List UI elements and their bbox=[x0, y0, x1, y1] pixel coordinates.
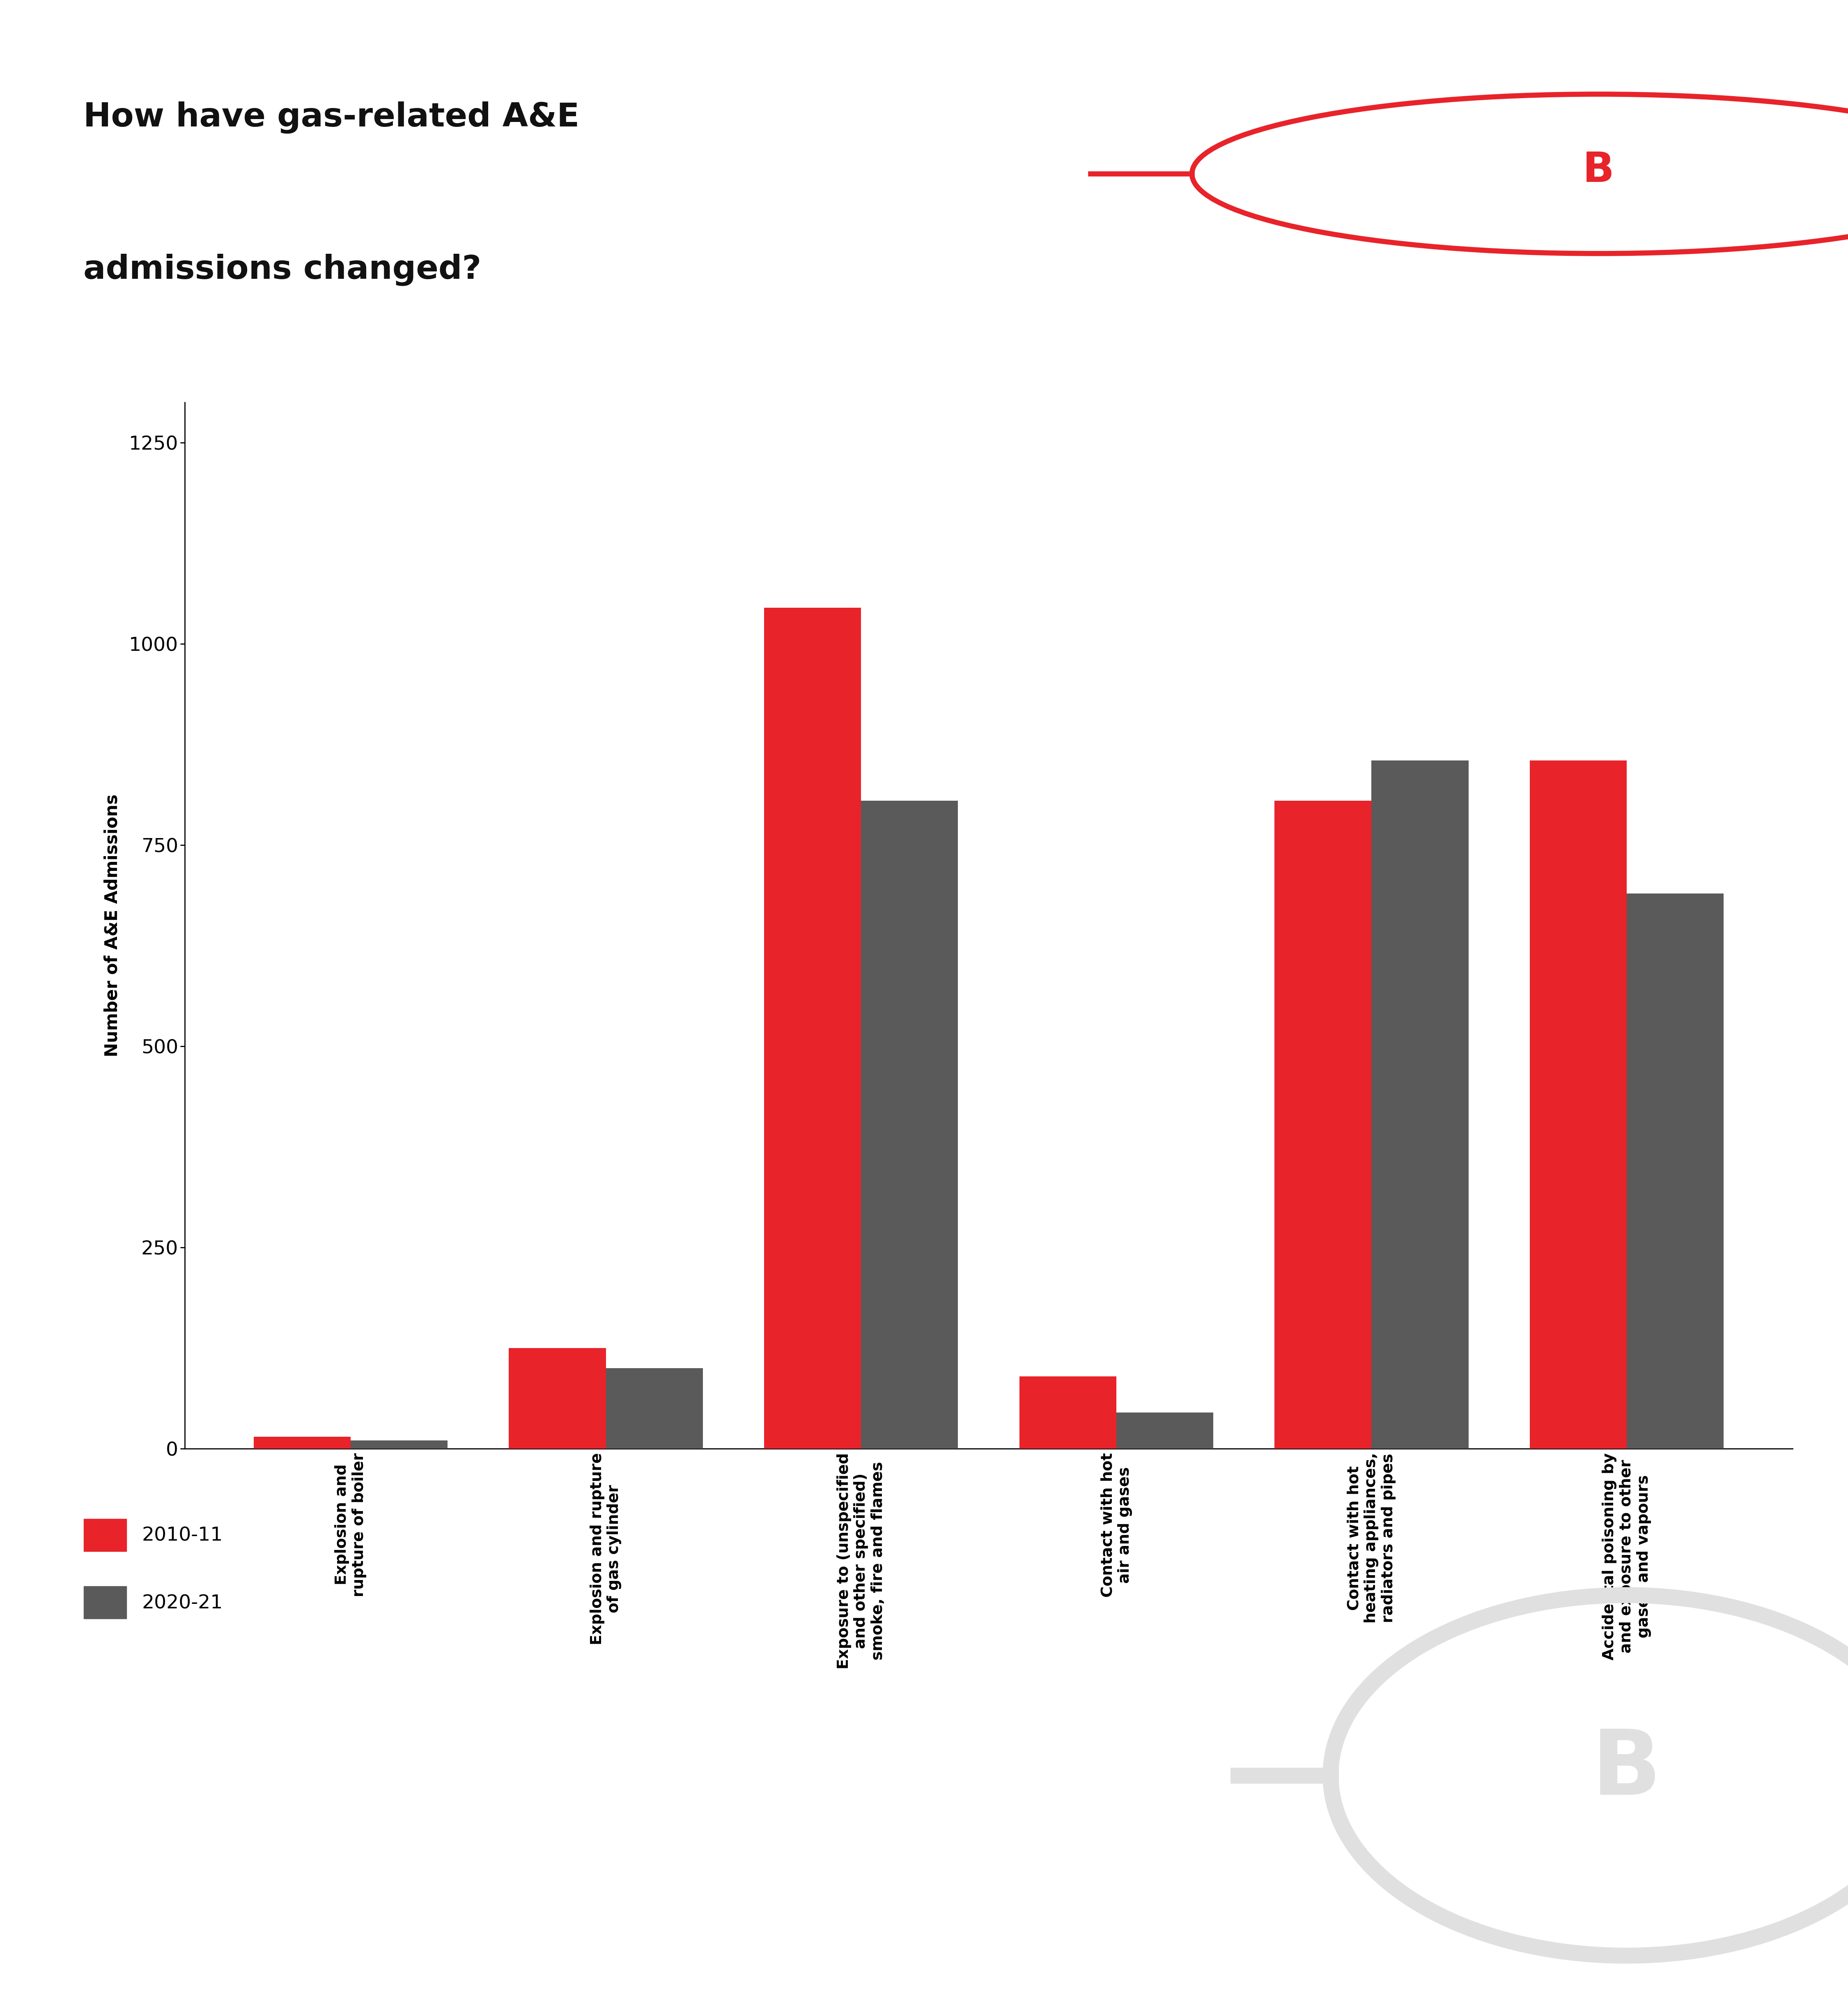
Bar bbox=[1275, 801, 1371, 1449]
Bar bbox=[1371, 761, 1469, 1449]
Bar bbox=[1020, 1376, 1116, 1449]
Bar bbox=[253, 1437, 351, 1449]
Bar bbox=[1530, 761, 1626, 1449]
Bar bbox=[606, 1368, 702, 1449]
Text: B: B bbox=[1591, 1726, 1661, 1813]
Y-axis label: Number of A&E Admissions: Number of A&E Admissions bbox=[103, 795, 120, 1056]
Text: admissions changed?: admissions changed? bbox=[83, 254, 480, 286]
Bar bbox=[1626, 893, 1724, 1449]
Bar bbox=[1116, 1412, 1214, 1449]
Bar bbox=[508, 1348, 606, 1449]
Bar bbox=[351, 1441, 447, 1449]
Legend: 2010-11, 2020-21: 2010-11, 2020-21 bbox=[83, 1519, 224, 1618]
Bar bbox=[861, 801, 957, 1449]
Text: How have gas-related A&E: How have gas-related A&E bbox=[83, 101, 578, 133]
Bar bbox=[763, 608, 861, 1449]
Text: B: B bbox=[1582, 151, 1615, 191]
